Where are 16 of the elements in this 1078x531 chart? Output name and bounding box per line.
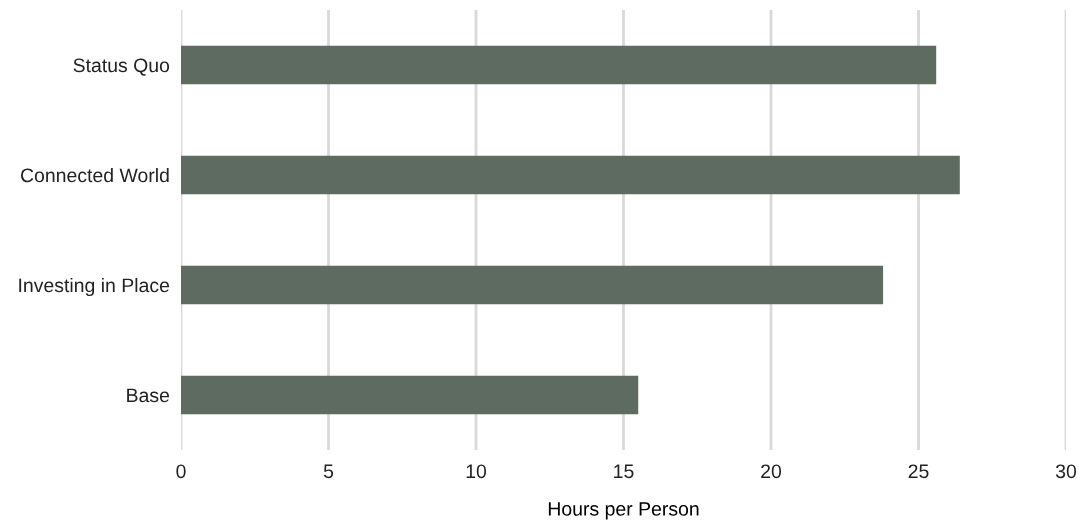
x-tick-label: 15 [614,464,634,479]
y-tick-label: Investing in Place [19,277,170,297]
x-tick-label: 30 [1055,464,1077,479]
bar [181,375,639,415]
y-tick-label: Status Quo [73,58,170,76]
y-tick-label: Connected World [21,167,169,183]
x-tick-label: 0 [176,464,186,479]
y-tick-label: Base [127,388,170,403]
bar [181,155,960,195]
x-tick-label: 20 [761,464,782,479]
bar [181,45,937,85]
bar [181,265,884,305]
x-tick-label: 25 [908,464,929,479]
x-tick-label: 10 [466,464,487,479]
x-axis-title: Hours per Person [548,502,699,520]
x-tick-label: 5 [323,464,334,479]
